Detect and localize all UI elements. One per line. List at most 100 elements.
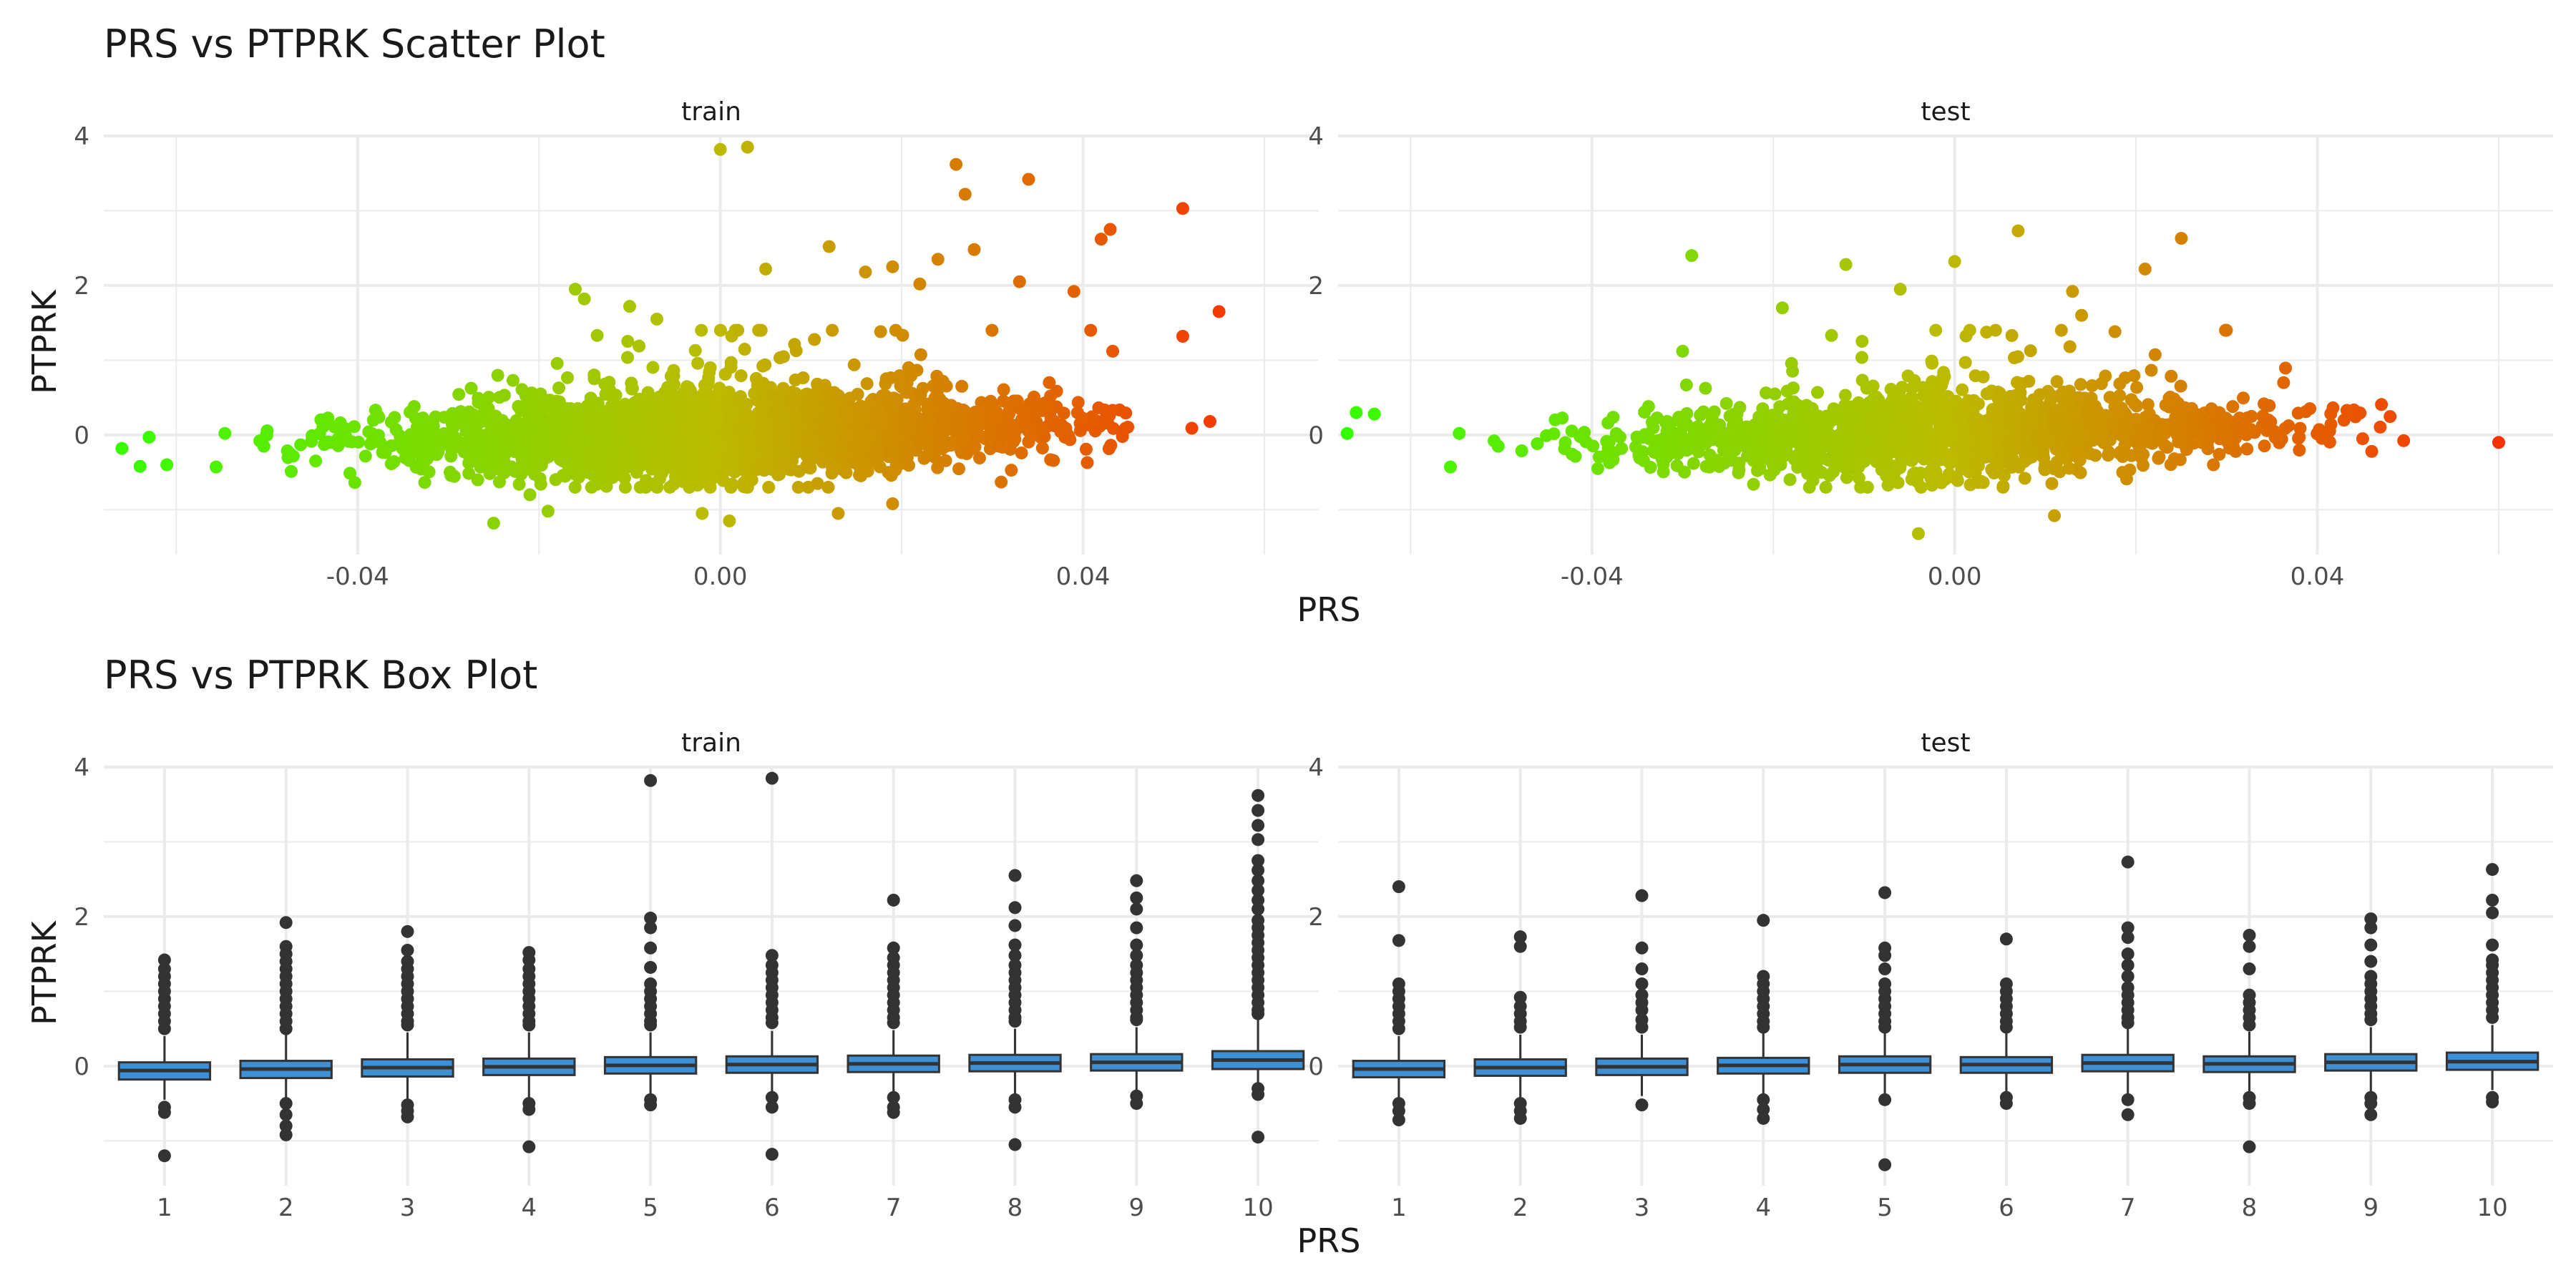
- scatter-train-point: [487, 517, 500, 530]
- scatter-test-point: [1679, 378, 1693, 391]
- box-train-outlier: [644, 774, 658, 787]
- scatter-train-point: [218, 426, 232, 440]
- scatter-test-point: [2201, 442, 2215, 456]
- scatter-test-point: [1633, 452, 1646, 465]
- scatter-train-point: [821, 480, 835, 494]
- scatter-train-point: [1075, 411, 1089, 425]
- scatter-train-point: [618, 480, 632, 494]
- box-test-outlier: [2121, 855, 2135, 869]
- scatter-train-point: [446, 406, 459, 420]
- box-test-outlier: [1392, 1113, 1405, 1127]
- scatter-train-point: [626, 412, 640, 426]
- scatter-train-point: [972, 452, 986, 465]
- box-train-x-tick-label: 9: [1128, 1194, 1144, 1222]
- scatter-train-point: [864, 428, 877, 441]
- scatter-train-point: [1106, 344, 1120, 358]
- box-test-outlier: [2243, 962, 2256, 976]
- scatter-train-point: [714, 439, 728, 453]
- box-train-outlier: [887, 941, 900, 955]
- scatter-train-point: [1054, 425, 1068, 439]
- scatter-train-point: [494, 421, 508, 435]
- scatter-test-point: [2036, 448, 2049, 462]
- box-train-outlier: [887, 893, 900, 907]
- scatter-train-point: [760, 409, 774, 423]
- scatter-train-point: [696, 507, 709, 520]
- scatter-train-point: [1106, 404, 1119, 417]
- scatter-train-point: [653, 472, 667, 485]
- scatter-test-point: [1853, 436, 1866, 450]
- box-train-outlier: [401, 943, 414, 957]
- scatter-plot-title: PRS vs PTPRK Scatter Plot: [104, 21, 605, 67]
- scatter-train-point: [471, 433, 484, 447]
- scatter-train-point: [600, 479, 613, 493]
- scatter-train-point: [860, 377, 874, 391]
- box-test-outlier: [1635, 1098, 1649, 1112]
- scatter-test-point: [1687, 457, 1700, 470]
- scatter-test-point: [1697, 405, 1710, 419]
- scatter-test-point: [2050, 455, 2064, 469]
- scatter-train-point: [675, 393, 688, 406]
- scatter-train-point: [1085, 410, 1099, 424]
- scatter-train-point: [590, 328, 604, 342]
- scatter-test-point: [1705, 411, 1719, 425]
- scatter-train-point: [1035, 441, 1049, 455]
- scatter-train-point: [884, 400, 897, 414]
- scatter-test-point: [1649, 435, 1663, 449]
- scatter-test-point: [1340, 426, 1354, 440]
- scatter-test-point: [1835, 450, 1848, 464]
- scatter-test-point: [2373, 420, 2387, 434]
- scatter-test-x-tick-label: -0.04: [1561, 562, 1624, 591]
- scatter-train-point: [1094, 233, 1108, 246]
- scatter-test-point: [1629, 440, 1642, 454]
- scatter-train-point: [1176, 329, 1189, 343]
- scatter-train-point: [984, 424, 997, 437]
- scatter-test-point: [1719, 396, 1733, 410]
- scatter-train-point: [837, 449, 851, 462]
- scatter-test-point: [2326, 401, 2340, 414]
- box-train-outlier: [1252, 864, 1265, 877]
- box-test-outlier: [2121, 958, 2135, 972]
- scatter-train-point: [568, 480, 582, 494]
- scatter-train-point: [931, 461, 945, 474]
- box-train-outlier: [1130, 891, 1143, 904]
- scatter-strip-test: test: [1921, 97, 1970, 127]
- scatter-train-point: [738, 343, 751, 356]
- scatter-test-point: [2277, 376, 2290, 389]
- scatter-test-point: [1961, 464, 1974, 477]
- scatter-train-point: [791, 421, 804, 435]
- scatter-train-point: [571, 436, 585, 450]
- scatter-train-point: [695, 323, 708, 337]
- scatter-train-point: [800, 387, 814, 401]
- scatter-train-point: [950, 157, 963, 171]
- scatter-test-point: [2234, 413, 2248, 426]
- scatter-test-point: [2178, 401, 2192, 414]
- scatter-test-point: [1970, 412, 1984, 426]
- scatter-train-point: [582, 409, 596, 423]
- scatter-train-point: [142, 430, 156, 444]
- scatter-train-point: [1067, 285, 1080, 298]
- box-test-outlier: [1635, 1020, 1649, 1034]
- scatter-test-point: [1600, 434, 1614, 448]
- scatter-y-axis-title: PTPRK: [25, 288, 64, 394]
- scatter-train-point: [1203, 415, 1216, 429]
- box-train-outlier: [1252, 874, 1265, 887]
- box-test-outlier: [2364, 1108, 2378, 1121]
- scatter-test-point: [1891, 433, 1905, 447]
- scatter-train-point: [745, 473, 758, 487]
- scatter-test-point: [1694, 422, 1708, 436]
- scatter-train-point: [839, 466, 853, 479]
- scatter-train-point: [826, 323, 839, 337]
- scatter-train-point: [610, 434, 624, 447]
- scatter-train-point: [1119, 406, 1133, 420]
- box-test-outlier: [2486, 1010, 2499, 1024]
- scatter-train-point: [786, 402, 799, 416]
- scatter-train-point: [1047, 454, 1060, 467]
- scatter-test-point: [1869, 441, 1883, 455]
- scatter-train-point: [333, 416, 347, 429]
- scatter-train-point: [811, 477, 824, 490]
- scatter-train-point: [874, 392, 887, 406]
- scatter-test-point: [1860, 406, 1874, 419]
- box-test-outlier: [2121, 1108, 2135, 1121]
- scatter-train-point: [476, 414, 489, 428]
- box-train-outlier: [1130, 1013, 1143, 1027]
